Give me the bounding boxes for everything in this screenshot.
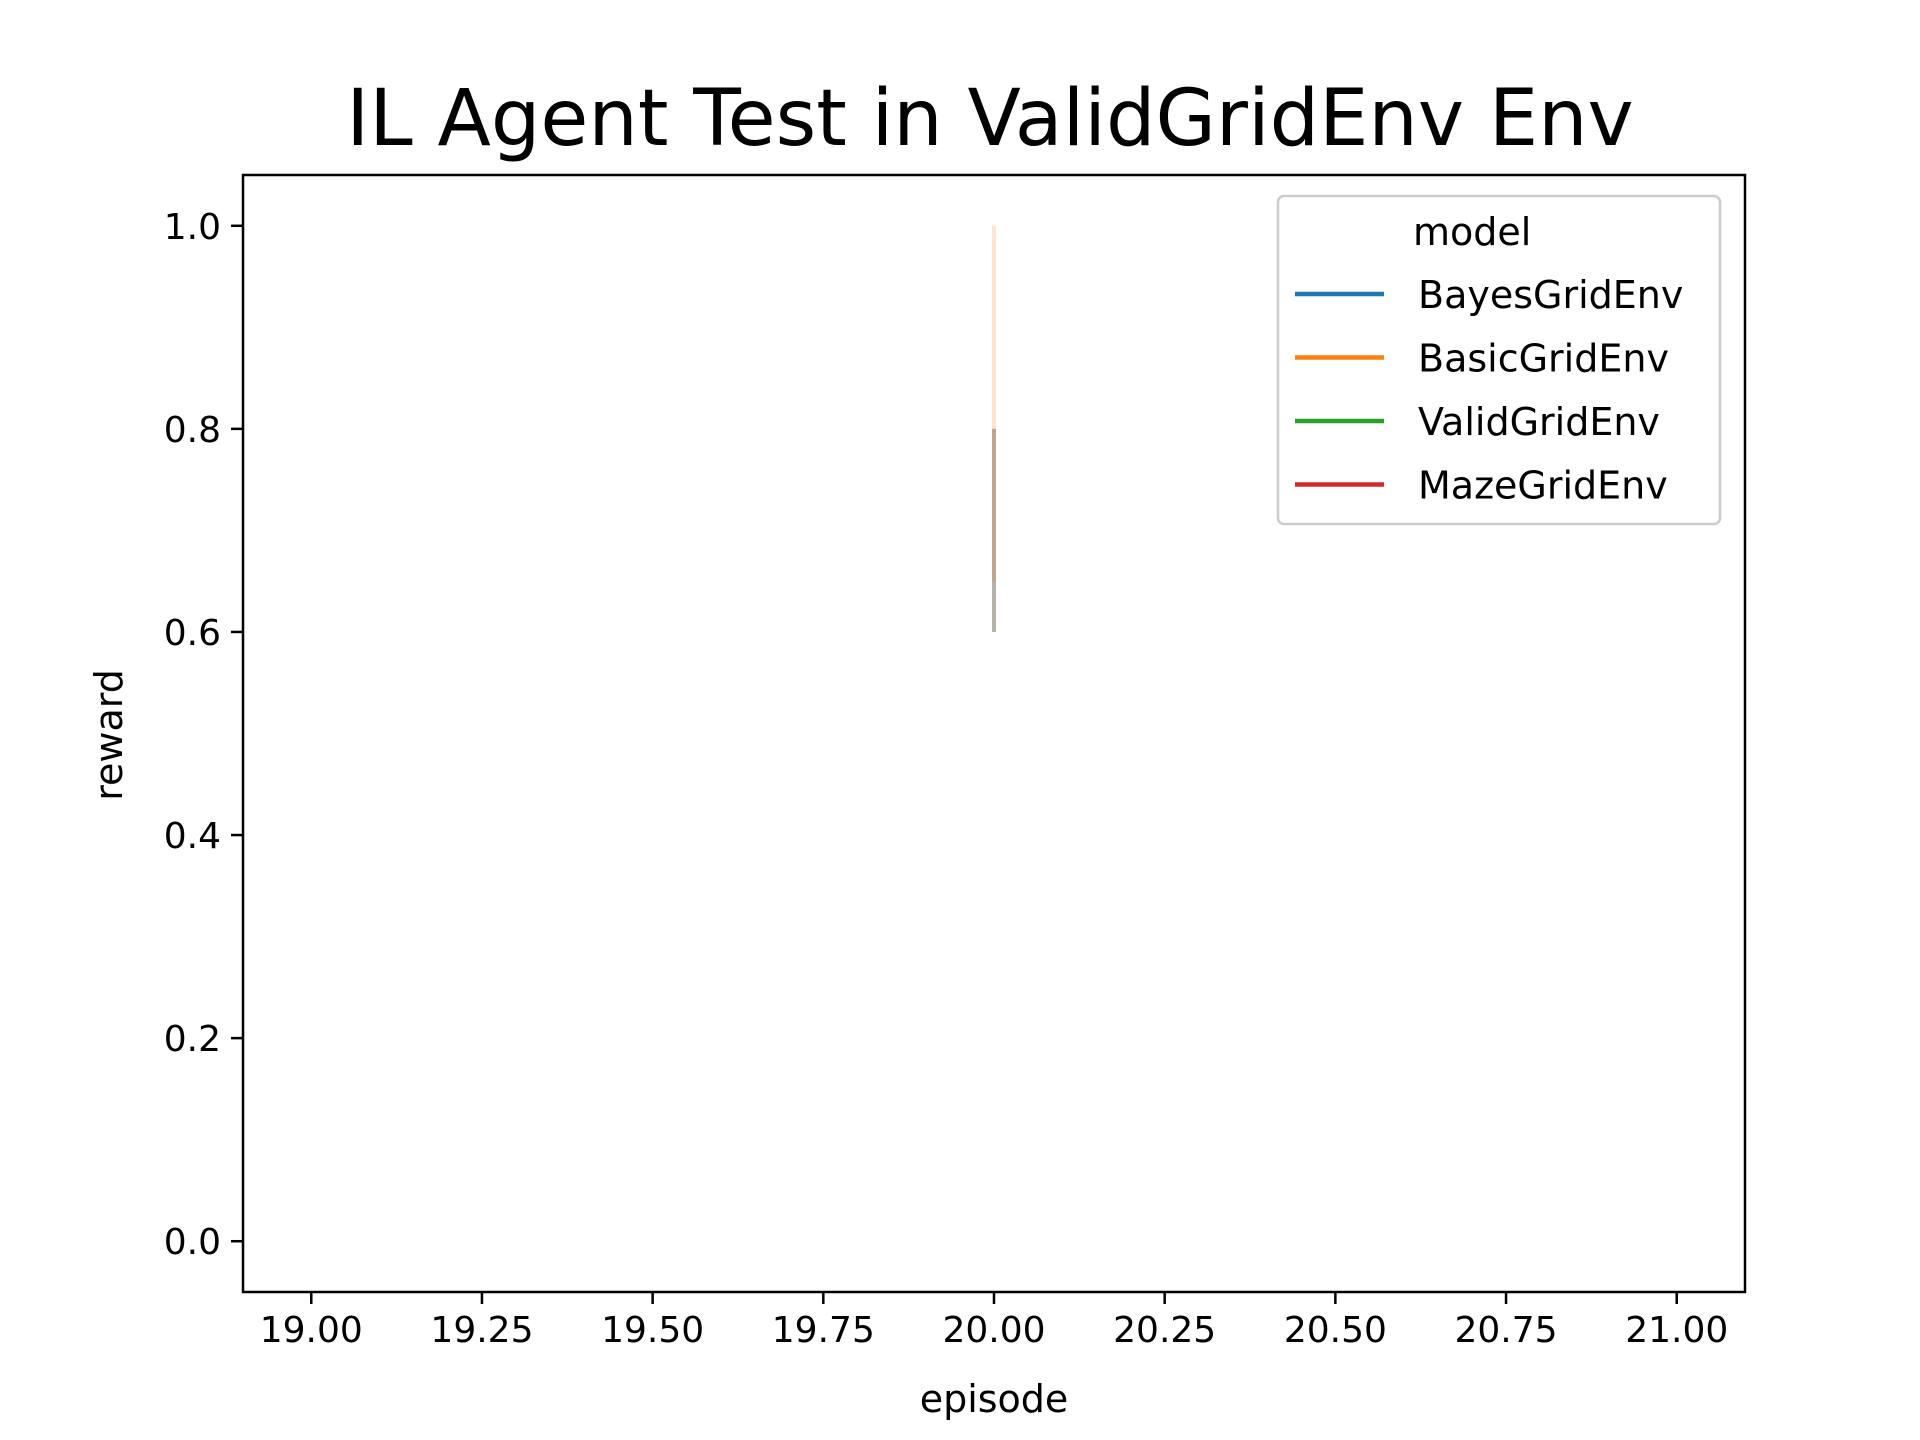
chart-title: IL Agent Test in ValidGridEnv Env [346, 74, 1633, 164]
y-tick-label-3: 0.6 [164, 613, 221, 654]
x-tick-label-3: 19.75 [772, 1310, 875, 1351]
x-tick-label-0: 19.00 [260, 1310, 363, 1351]
x-tick-label-5: 20.25 [1113, 1310, 1216, 1351]
x-tick-label-8: 21.00 [1625, 1310, 1728, 1351]
y-axis-ticks: 0.0 0.2 0.4 0.6 0.8 1.0 [164, 207, 243, 1263]
x-tick-label-1: 19.25 [430, 1310, 533, 1351]
legend-label-validgridenv: ValidGridEnv [1418, 400, 1660, 444]
legend[interactable]: model BayesGridEnv BasicGridEnv ValidGridE… [1276, 194, 1722, 526]
y-tick-label-0: 0.0 [164, 1222, 221, 1263]
x-tick-label-4: 20.00 [942, 1310, 1045, 1351]
ci-band-validgridenv-0 [992, 428, 996, 632]
legend-entries: BayesGridEnv BasicGridEnv ValidGridEnv Maze… [1295, 273, 1683, 508]
legend-title: model [1413, 210, 1531, 254]
legend-box [1276, 194, 1722, 526]
ci-band-mazegridenv-0 [992, 428, 996, 632]
legend-label-bayesgridenv: BayesGridEnv [1418, 273, 1683, 317]
y-tick-label-4: 0.8 [164, 410, 221, 451]
y-tick-label-1: 0.2 [164, 1019, 221, 1060]
ci-band-bayesgridenv-0 [992, 428, 996, 632]
x-tick-label-7: 20.75 [1455, 1310, 1558, 1351]
legend-label-basicgridenv: BasicGridEnv [1418, 337, 1669, 381]
x-tick-label-6: 20.50 [1284, 1310, 1387, 1351]
x-axis-ticks: 19.00 19.25 19.50 19.75 20.00 20.25 20.50 20.75… [260, 1292, 1728, 1351]
x-axis-label: episode [920, 1377, 1069, 1421]
x-tick-label-2: 19.50 [601, 1310, 704, 1351]
ci-band-basicgridenv-0 [992, 225, 996, 582]
confidence-bands [992, 225, 996, 632]
legend-label-mazegridenv: MazeGridEnv [1418, 464, 1668, 508]
y-tick-label-5: 1.0 [164, 207, 221, 248]
y-axis-label: reward [87, 669, 131, 801]
y-tick-label-2: 0.4 [164, 816, 221, 857]
